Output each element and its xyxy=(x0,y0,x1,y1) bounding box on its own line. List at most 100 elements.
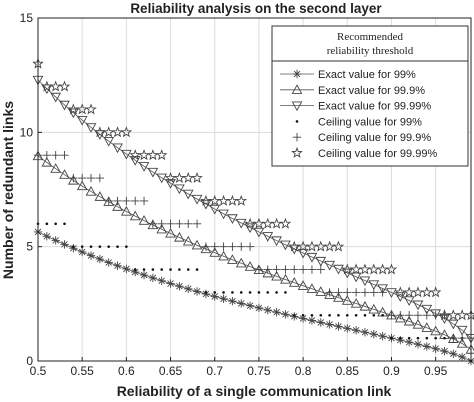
data-point xyxy=(377,284,388,294)
data-point xyxy=(51,236,60,245)
data-point xyxy=(235,257,247,268)
y-tick-label: 15 xyxy=(20,11,34,25)
data-point xyxy=(121,205,132,216)
data-point xyxy=(76,180,88,191)
data-point xyxy=(182,235,194,246)
data-point xyxy=(217,194,230,206)
data-point xyxy=(261,217,274,229)
data-point xyxy=(385,263,398,275)
x-tick-label: 0.85 xyxy=(336,364,360,378)
data-point xyxy=(403,315,415,326)
data-point xyxy=(337,313,340,317)
data-point xyxy=(394,312,406,323)
data-point xyxy=(244,261,256,271)
series-line xyxy=(37,155,472,350)
data-point xyxy=(200,243,212,254)
data-point xyxy=(192,219,202,228)
data-point xyxy=(306,283,318,293)
x-tick-label: 0.55 xyxy=(71,364,95,378)
data-point xyxy=(430,325,442,336)
data-point xyxy=(324,289,335,299)
data-point xyxy=(85,103,97,115)
y-axis-ticks: 0 5 10 15 xyxy=(20,11,42,368)
data-point xyxy=(350,263,362,275)
data-point xyxy=(45,222,49,226)
data-point xyxy=(85,123,97,133)
x-tick-label: 0.95 xyxy=(424,364,448,378)
data-point xyxy=(166,219,175,228)
data-point xyxy=(209,204,221,215)
data-point xyxy=(156,223,168,234)
data-point xyxy=(447,319,459,330)
legend-label: Exact value for 99.99% xyxy=(318,101,431,113)
data-point xyxy=(378,288,387,297)
data-point xyxy=(272,265,281,274)
y-axis-label: Number of redundant links xyxy=(0,101,16,279)
data-point xyxy=(175,282,184,291)
data-point xyxy=(413,340,423,349)
data-point xyxy=(210,292,219,301)
data-point xyxy=(219,294,228,303)
data-point xyxy=(434,336,437,340)
data-point xyxy=(354,313,358,317)
data-point xyxy=(174,231,185,242)
data-point xyxy=(175,219,184,228)
data-point xyxy=(210,242,219,251)
data-point xyxy=(122,264,131,274)
data-point xyxy=(394,286,407,298)
data-point xyxy=(416,336,420,340)
data-point xyxy=(164,171,177,183)
legend-label: Exact value for 99.9% xyxy=(318,85,425,97)
data-point xyxy=(201,289,211,299)
x-tick-label: 0.7 xyxy=(206,364,223,378)
data-point xyxy=(86,251,96,260)
data-point xyxy=(270,217,283,229)
data-point xyxy=(425,336,429,340)
data-point xyxy=(59,169,70,179)
data-point xyxy=(359,263,371,275)
x-tick-label: 0.5 xyxy=(30,364,47,378)
data-point xyxy=(139,196,149,206)
data-point xyxy=(275,291,278,294)
x-axis-label: Reliability of a single communication li… xyxy=(117,383,392,399)
x-tick-label: 0.65 xyxy=(159,364,183,378)
data-point xyxy=(122,196,131,206)
data-point xyxy=(298,265,308,274)
data-point xyxy=(60,240,69,249)
data-point xyxy=(157,219,166,228)
data-point xyxy=(369,288,378,297)
legend-entry: Ceiling value for 99.99% xyxy=(291,146,437,160)
data-point xyxy=(147,219,159,230)
data-point xyxy=(113,196,122,206)
data-point xyxy=(351,326,361,335)
data-point xyxy=(227,254,238,264)
data-point xyxy=(368,303,380,314)
legend: Recommended reliability threshold Exact … xyxy=(271,25,469,167)
data-point xyxy=(262,232,274,242)
data-point xyxy=(421,304,433,315)
data-point xyxy=(421,286,433,298)
data-point xyxy=(69,244,78,253)
legend-label: Ceiling value for 99.99% xyxy=(318,148,437,160)
legend-title-line-2: reliability threshold xyxy=(327,45,414,57)
data-point xyxy=(41,80,53,92)
data-point xyxy=(120,126,133,138)
data-point xyxy=(184,284,193,294)
data-point xyxy=(178,268,181,271)
data-point xyxy=(360,288,370,297)
data-point xyxy=(129,210,141,221)
data-point xyxy=(113,261,122,270)
legend-label: Exact value for 99% xyxy=(318,69,416,81)
chart-title: Reliability analysis on the second layer xyxy=(130,1,382,16)
data-point xyxy=(431,311,440,320)
series-3 xyxy=(36,222,473,363)
data-point xyxy=(457,352,467,362)
data-point xyxy=(429,286,442,298)
data-point xyxy=(407,336,411,340)
legend-marker xyxy=(291,101,303,112)
data-point xyxy=(151,268,155,271)
data-point xyxy=(191,171,203,183)
legend-marker xyxy=(292,133,302,142)
legend-marker xyxy=(295,120,299,123)
data-point xyxy=(244,223,256,234)
